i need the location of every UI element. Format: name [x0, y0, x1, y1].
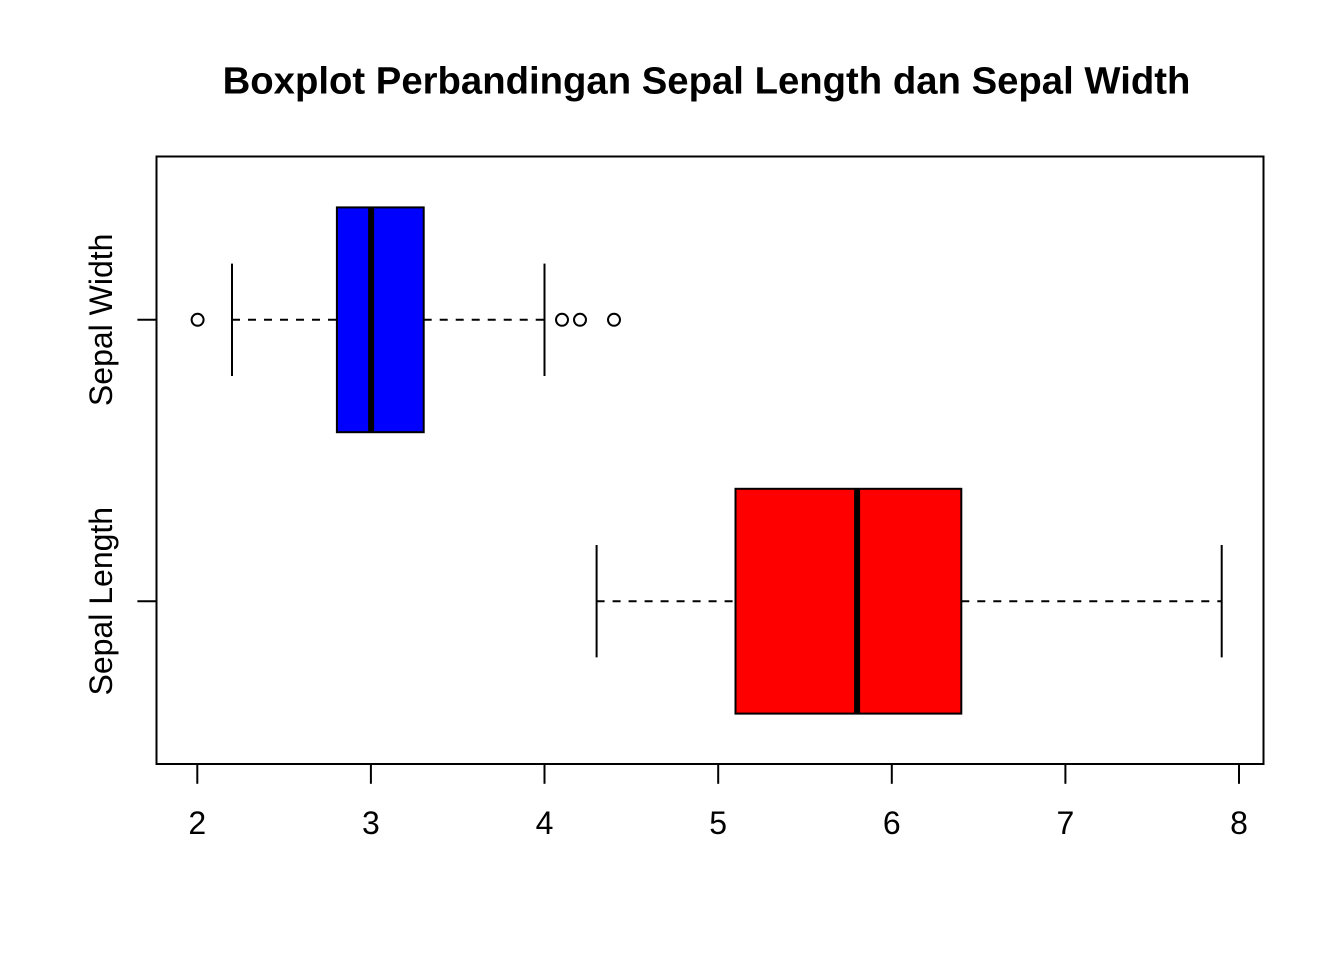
- svg-text:8: 8: [1230, 805, 1248, 841]
- svg-text:Sepal Width: Sepal Width: [83, 234, 119, 407]
- svg-text:5: 5: [709, 805, 727, 841]
- svg-text:7: 7: [1057, 805, 1075, 841]
- svg-text:Boxplot Perbandingan Sepal Len: Boxplot Perbandingan Sepal Length dan Se…: [223, 60, 1191, 103]
- svg-text:3: 3: [362, 805, 380, 841]
- svg-text:4: 4: [536, 805, 554, 841]
- svg-text:6: 6: [883, 805, 901, 841]
- svg-text:2: 2: [188, 805, 206, 841]
- svg-text:Sepal Length: Sepal Length: [83, 507, 119, 696]
